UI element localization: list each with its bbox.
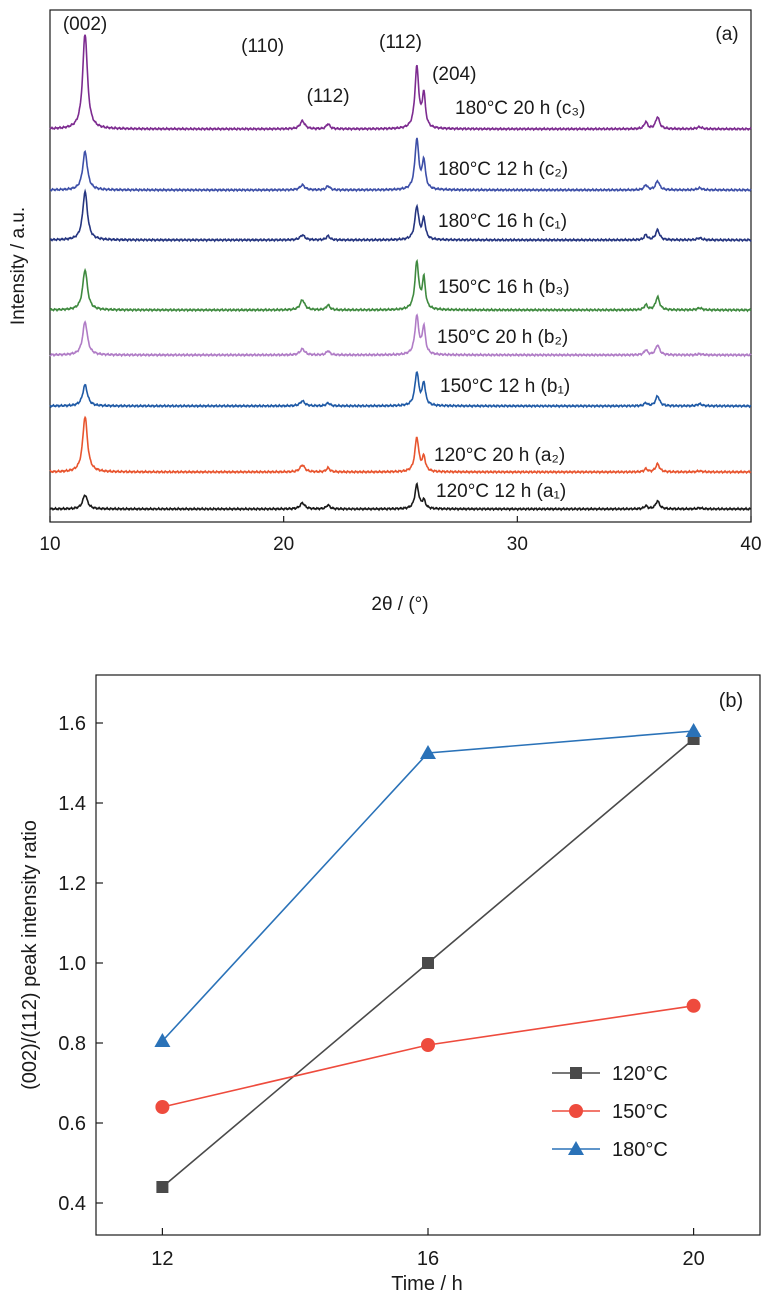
y-tick-label: 0.8: [58, 1033, 86, 1055]
data-point: [420, 745, 436, 759]
panel-a-series-group: [49, 34, 752, 512]
series-label: 120°C 20 h (a₂): [434, 445, 565, 466]
data-point: [422, 957, 434, 969]
data-point: [421, 1038, 435, 1052]
y-tick-label: 1.2: [58, 873, 86, 895]
y-tick-label: 0.6: [58, 1113, 86, 1135]
x-tick-label: 20: [682, 1248, 704, 1270]
peak-label: (002): [63, 14, 107, 35]
panel-b-label: (b): [719, 690, 743, 712]
series-line: [162, 1005, 694, 1108]
panel-a-x-axis-label: 2θ / (°): [371, 594, 428, 615]
series-label: 120°C 12 h (a₁): [436, 481, 566, 502]
peak-label: (112): [307, 86, 350, 107]
y-tick-label: 0.4: [58, 1193, 86, 1215]
xrd-pattern-line: [49, 34, 752, 132]
legend-label: 120°C: [612, 1063, 668, 1085]
panel-a-frame: [49, 9, 752, 523]
panel-a-y-axis-label: Intensity / a.u.: [8, 207, 29, 325]
xrd-pattern-line: [49, 371, 752, 409]
x-tick-label: 16: [417, 1248, 439, 1270]
legend-marker: [570, 1067, 582, 1079]
peak-label: (110): [241, 36, 284, 57]
y-tick-label: 1.0: [58, 953, 86, 975]
data-point: [685, 723, 702, 737]
series-label: 150°C 20 h (b₂): [437, 327, 568, 348]
xrd-pattern-line: [49, 137, 752, 193]
panel-a-label: (a): [715, 24, 738, 45]
x-tick-label: 10: [39, 534, 60, 555]
panel-b-ticks: 0.4 0.6 0.8 1.0 1.2 1.4 1.6 12 16 20: [58, 713, 705, 1270]
xrd-pattern-line: [49, 481, 752, 512]
panel-a-xrd-patterns: 10 20 30 40 (002) (110) (112) (112) (204) 120°C…: [8, 9, 762, 615]
series-label: 150°C 16 h (b₃): [438, 277, 570, 298]
legend-label: 180°C: [612, 1139, 668, 1161]
panel-a-peak-labels: (002) (110) (112) (112) (204): [63, 14, 477, 107]
panel-b-x-axis-label: Time / h: [391, 1273, 463, 1295]
data-point: [155, 1100, 170, 1114]
series-label: 150°C 12 h (b₁): [440, 376, 570, 397]
xrd-pattern-line: [49, 415, 752, 475]
y-tick-label: 1.4: [58, 793, 86, 815]
x-tick-label: 40: [740, 534, 761, 555]
data-point: [156, 1181, 169, 1193]
series-label: 180°C 12 h (c₂): [438, 159, 568, 180]
xrd-pattern-line: [50, 188, 752, 243]
peak-label: (204): [432, 64, 476, 85]
series-label: 180°C 20 h (c₃): [455, 98, 585, 119]
data-point: [686, 998, 701, 1013]
series-label: 180°C 16 h (c₁): [438, 211, 567, 232]
legend-marker: [568, 1141, 584, 1155]
panel-b-intensity-ratio: 0.4 0.6 0.8 1.0 1.2 1.4 1.6 12 16 20 120°C 150°C 18…: [19, 674, 761, 1295]
panel-a-series-labels: 120°C 12 h (a₁) 120°C 20 h (a₂) 150°C 12 h…: [434, 98, 585, 502]
legend-label: 150°C: [612, 1101, 668, 1123]
data-point: [154, 1033, 171, 1047]
xrd-pattern-line: [49, 313, 752, 358]
peak-label: (112): [379, 32, 422, 53]
panel-b-series-group: [154, 723, 702, 1193]
panel-b-legend: 120°C 150°C 180°C: [552, 1063, 668, 1161]
x-tick-label: 12: [151, 1248, 173, 1270]
y-tick-label: 1.6: [58, 713, 86, 735]
series-line: [161, 730, 694, 1042]
x-tick-label: 20: [273, 534, 294, 555]
legend-marker: [569, 1104, 583, 1118]
xrd-pattern-line: [49, 258, 752, 313]
x-tick-label: 30: [507, 534, 528, 555]
panel-b-y-axis-label: (002)/(112) peak intensity ratio: [19, 820, 41, 1090]
panel-a-x-ticks: 10 20 30 40: [39, 516, 762, 555]
